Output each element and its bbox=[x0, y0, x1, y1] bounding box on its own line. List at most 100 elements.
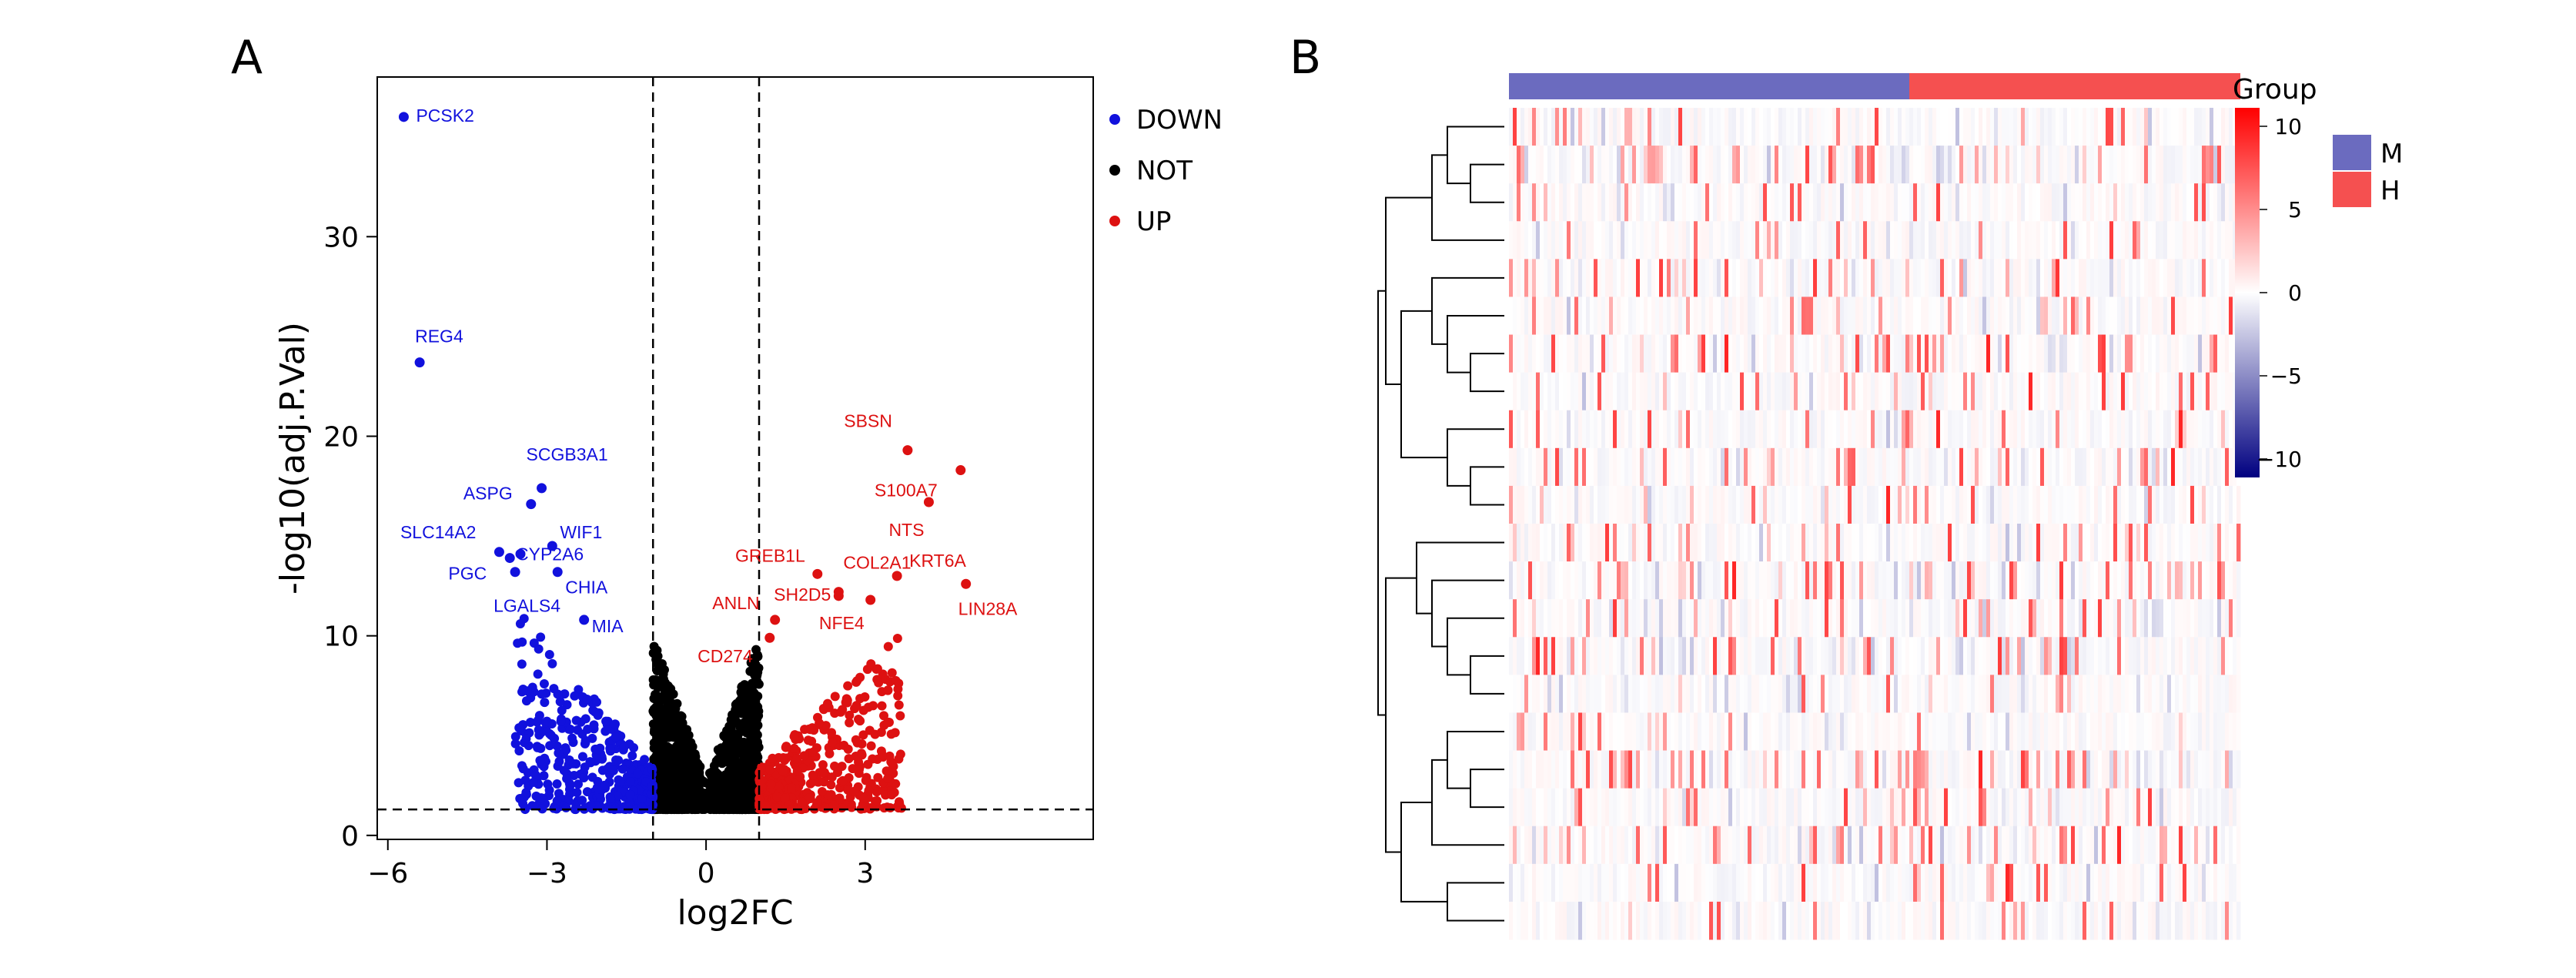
heatmap-cell bbox=[2079, 599, 2083, 638]
heatmap-cell bbox=[1686, 485, 1691, 524]
heatmap-cell bbox=[1794, 410, 1798, 449]
heatmap-cell bbox=[1559, 259, 1564, 297]
heatmap-cell bbox=[2210, 183, 2214, 222]
heatmap-cell bbox=[1871, 183, 1875, 222]
heatmap-cell bbox=[2140, 561, 2145, 600]
heatmap-cell bbox=[2098, 183, 2103, 222]
heatmap-cell bbox=[1755, 410, 1760, 449]
heatmap-cell bbox=[1763, 410, 1768, 449]
heatmap-cell bbox=[1740, 447, 1745, 487]
heatmap-cell bbox=[1590, 561, 1594, 600]
heatmap-cell bbox=[1925, 524, 1929, 562]
heatmap-cell bbox=[1855, 485, 1860, 524]
heatmap-cell bbox=[2029, 599, 2033, 638]
heatmap-cell bbox=[1971, 410, 1975, 449]
heatmap-cell bbox=[2071, 561, 2076, 600]
heatmap-cell bbox=[1725, 561, 1729, 600]
heatmap-cell bbox=[1659, 524, 1664, 562]
heatmap-cell bbox=[1698, 334, 1702, 373]
heatmap-cell bbox=[2083, 561, 2087, 600]
heatmap-cell bbox=[2006, 524, 2010, 562]
heatmap-cell bbox=[1574, 259, 1579, 297]
heatmap-cell bbox=[2036, 108, 2041, 146]
heatmap-cell bbox=[1609, 599, 1614, 638]
heatmap-cell bbox=[1567, 296, 1571, 335]
heatmap-cell bbox=[1967, 259, 1972, 297]
heatmap-cell bbox=[2071, 485, 2076, 524]
heatmap-cell bbox=[2067, 108, 2072, 146]
heatmap-cell bbox=[1667, 334, 1671, 373]
volcano-point-down bbox=[611, 719, 621, 729]
heatmap-cell bbox=[2217, 296, 2222, 335]
heatmap-cell bbox=[1644, 524, 1648, 562]
heatmap-cell bbox=[1740, 108, 1745, 146]
heatmap-cell bbox=[1955, 561, 1960, 600]
heatmap-cell bbox=[2040, 221, 2045, 260]
heatmap-cell bbox=[2213, 485, 2218, 524]
heatmap-cell bbox=[1717, 183, 1721, 222]
heatmap-cell bbox=[1559, 296, 1564, 335]
heatmap-cell bbox=[2213, 259, 2218, 297]
heatmap-cell bbox=[2056, 108, 2060, 146]
volcano-labeled-point bbox=[493, 547, 504, 558]
volcano-point-up bbox=[827, 772, 837, 782]
heatmap-cell bbox=[1848, 524, 1852, 562]
heatmap-cell bbox=[1890, 183, 1895, 222]
heatmap-cell bbox=[1875, 561, 1879, 600]
volcano-point-not bbox=[735, 778, 745, 788]
heatmap-cell bbox=[2002, 599, 2006, 638]
heatmap-cell bbox=[2175, 146, 2180, 184]
heatmap-cell bbox=[1794, 447, 1798, 487]
heatmap-cell bbox=[2094, 259, 2099, 297]
heatmap-cell bbox=[1828, 334, 1833, 373]
heatmap-cell bbox=[1917, 296, 1922, 335]
heatmap-cell bbox=[2090, 599, 2095, 638]
heatmap-cell bbox=[2059, 334, 2064, 373]
heatmap-cell bbox=[1894, 146, 1899, 184]
heatmap-cell bbox=[1932, 334, 1937, 373]
heatmap-cell bbox=[1948, 221, 1952, 260]
heatmap-cell bbox=[1778, 599, 1783, 638]
heatmap-cell bbox=[1959, 447, 1964, 487]
heatmap-cell bbox=[1651, 561, 1656, 600]
heatmap-cell bbox=[2133, 561, 2137, 600]
volcano-labeled-point bbox=[812, 568, 823, 579]
heatmap-cell bbox=[1782, 561, 1787, 600]
heatmap-cell bbox=[1821, 447, 1825, 487]
heatmap-cell bbox=[1632, 221, 1637, 260]
heatmap-cell bbox=[2013, 524, 2018, 562]
heatmap-cell bbox=[2075, 561, 2079, 600]
heatmap-cell bbox=[1659, 334, 1664, 373]
heatmap-cell bbox=[1825, 372, 1829, 411]
heatmap-cell bbox=[1555, 259, 1560, 297]
volcano-point-down bbox=[611, 732, 621, 742]
heatmap-cell bbox=[1955, 259, 1960, 297]
heatmap-cell bbox=[1517, 410, 1521, 449]
heatmap-cell bbox=[2171, 334, 2176, 373]
heatmap-cell bbox=[1925, 108, 1929, 146]
heatmap-cell bbox=[2202, 183, 2206, 222]
heatmap-cell bbox=[2129, 108, 2133, 146]
heatmap-cell bbox=[1686, 221, 1691, 260]
heatmap-cell bbox=[1521, 183, 1525, 222]
volcano-point-not bbox=[738, 687, 748, 697]
heatmap-cell bbox=[1571, 372, 1575, 411]
heatmap-cell bbox=[1721, 410, 1725, 449]
heatmap-cell bbox=[2021, 372, 2026, 411]
heatmap-cell bbox=[2113, 334, 2118, 373]
heatmap-cell bbox=[1886, 447, 1891, 487]
heatmap-cell bbox=[2040, 296, 2045, 335]
heatmap-cell bbox=[1725, 296, 1729, 335]
heatmap-cell bbox=[2163, 485, 2168, 524]
heatmap-cell bbox=[1736, 146, 1741, 184]
heatmap-cell bbox=[1528, 372, 1533, 411]
heatmap-cell bbox=[1805, 599, 1810, 638]
heatmap-cell bbox=[1624, 561, 1629, 600]
heatmap-cell bbox=[1748, 524, 1752, 562]
heatmap-cell bbox=[1767, 259, 1771, 297]
heatmap-cell bbox=[2198, 485, 2203, 524]
heatmap-cell bbox=[1740, 599, 1745, 638]
heatmap-cell bbox=[1763, 183, 1768, 222]
volcano-legend-label: DOWN bbox=[1136, 105, 1223, 136]
heatmap-cell bbox=[1597, 561, 1602, 600]
